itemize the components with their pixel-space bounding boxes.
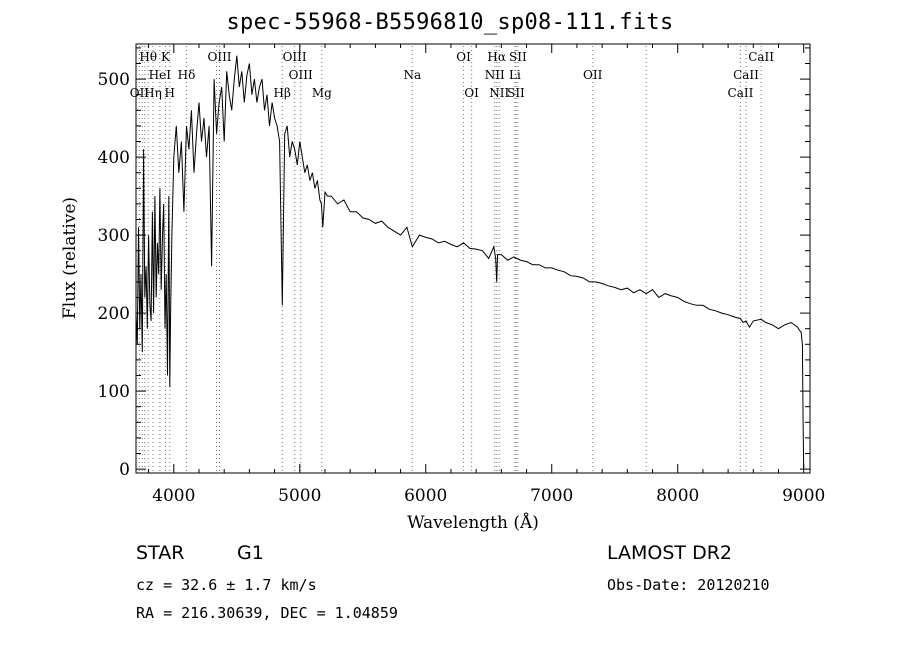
- marker-label: Mg: [312, 86, 332, 100]
- marker-label: Na: [403, 68, 421, 82]
- redshift-velocity: cz = 32.6 ± 1.7 km/s: [136, 576, 317, 594]
- y-tick-label: 200: [98, 304, 130, 324]
- object-subclass: G1: [237, 542, 264, 564]
- coordinates: RA = 216.30639, DEC = 1.04859: [136, 604, 398, 622]
- marker-label: HeI: [149, 68, 172, 82]
- marker-label: Hβ: [274, 86, 291, 100]
- y-tick-label: 0: [119, 460, 130, 480]
- x-axis-label: Wavelength (Å): [407, 512, 539, 533]
- y-tick-label: 500: [98, 70, 130, 90]
- x-tick-label: 9000: [782, 486, 825, 506]
- marker-label: H: [165, 86, 175, 100]
- marker-label: SII: [507, 86, 525, 100]
- y-tick-label: 400: [98, 148, 130, 168]
- marker-label: OIII: [283, 50, 307, 64]
- marker-label: OIII: [289, 68, 313, 82]
- x-tick-label: 6000: [404, 486, 447, 506]
- y-tick-label: 300: [98, 226, 130, 246]
- marker-label: CaII: [748, 50, 774, 64]
- marker-label: Hη: [144, 86, 162, 100]
- marker-label: K: [161, 50, 171, 64]
- marker-label: NII: [485, 68, 505, 82]
- marker-label: OII: [130, 86, 150, 100]
- plot-frame: [135, 43, 811, 474]
- x-tick-label: 8000: [656, 486, 699, 506]
- marker-label: Li: [509, 68, 521, 82]
- marker-label: Hδ: [178, 68, 196, 82]
- marker-label: CaII: [733, 68, 759, 82]
- survey-name: LAMOST DR2: [607, 542, 732, 564]
- marker-lines: [138, 46, 762, 473]
- marker-label: Hα: [487, 50, 506, 64]
- marker-label: CaII: [728, 86, 754, 100]
- x-tick-label: 5000: [278, 486, 321, 506]
- axes: 4000 5000 6000 7000 8000 9000 0 100 200 300 400 500: [98, 44, 825, 506]
- observation-date: Obs-Date: 20120210: [607, 576, 770, 594]
- marker-label: SII: [509, 50, 527, 64]
- y-axis-label: Flux (relative): [60, 197, 80, 319]
- chart-title: spec-55968-B5596810_sp08-111.fits: [226, 10, 674, 35]
- marker-label: NII: [489, 86, 509, 100]
- y-tick-label: 100: [98, 382, 130, 402]
- x-tick-label: 7000: [530, 486, 573, 506]
- marker-label: Hθ: [139, 50, 157, 64]
- marker-label: OI: [464, 86, 479, 100]
- spectrum-line: [135, 55, 805, 470]
- marker-label: OI: [456, 50, 471, 64]
- object-class: STAR: [136, 542, 185, 564]
- marker-label: OIII: [207, 50, 231, 64]
- x-tick-label: 4000: [152, 486, 195, 506]
- marker-label: OII: [583, 68, 603, 82]
